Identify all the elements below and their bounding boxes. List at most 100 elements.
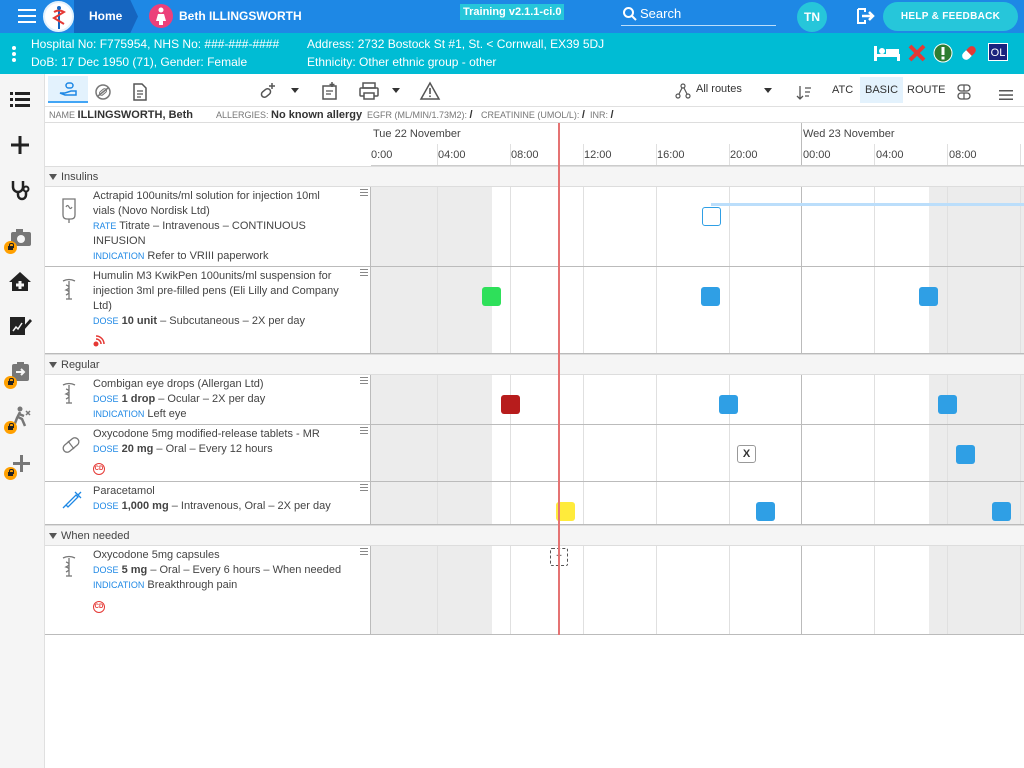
dose-value: 1,000 mg: [121, 500, 169, 512]
medication-row[interactable]: Actrapid 100units/ml solution for inject…: [45, 187, 1024, 267]
add-medication-icon[interactable]: [258, 80, 280, 102]
rx-document-icon[interactable]: [320, 80, 340, 102]
medication-info[interactable]: Humulin M3 KwikPen 100units/ml suspensio…: [45, 267, 371, 353]
scheduled-dose-marker[interactable]: [719, 395, 738, 414]
home-tab[interactable]: Home: [74, 0, 138, 33]
warning-alert-icon[interactable]: [933, 43, 953, 63]
administration-view-button[interactable]: [48, 76, 88, 103]
sidebar-item-chart[interactable]: [8, 89, 36, 117]
medication-info[interactable]: Oxycodone 5mg modified-release tablets -…: [45, 425, 371, 481]
lock-icon: [4, 376, 17, 389]
warning-triangle-icon[interactable]: [419, 80, 441, 102]
dose-value: 5 mg: [121, 564, 148, 576]
scheduled-dose-marker[interactable]: [992, 502, 1011, 521]
row-menu-icon[interactable]: [360, 189, 368, 198]
medication-name: Oxycodone 5mg modified-release tablets -…: [93, 428, 320, 440]
scheduled-dose-marker[interactable]: [938, 395, 957, 414]
medication-info[interactable]: Combigan eye drops (Allergan Ltd) DOSE 1…: [45, 375, 371, 424]
home-label: Home: [89, 9, 123, 23]
print-caret[interactable]: [392, 88, 400, 93]
missed-dose-marker[interactable]: [501, 395, 520, 414]
cross-alert-icon[interactable]: [908, 44, 926, 62]
collapse-icon: [49, 174, 57, 180]
search-box[interactable]: Search: [621, 4, 776, 26]
app-logo[interactable]: [43, 1, 74, 32]
name-label: NAME ILLINGSWORTH, Beth: [49, 109, 194, 121]
medication-row[interactable]: Combigan eye drops (Allergan Ltd) DOSE 1…: [45, 375, 1024, 425]
dose-value: 1 drop: [121, 393, 156, 405]
collapse-icon: [49, 362, 57, 368]
more-menu-icon[interactable]: [998, 84, 1014, 106]
medication-info[interactable]: Actrapid 100units/ml solution for inject…: [45, 187, 371, 266]
sidebar-item-camera[interactable]: [4, 226, 36, 254]
row-menu-icon[interactable]: [360, 377, 368, 386]
scheduled-dose-marker[interactable]: [756, 502, 775, 521]
medication-row[interactable]: Oxycodone 5mg capsules DOSE 5 mg – Oral …: [45, 546, 1024, 635]
medication-name: Oxycodone 5mg capsules: [93, 549, 220, 561]
row-menu-icon[interactable]: [360, 269, 368, 278]
infusion-start-marker[interactable]: [702, 207, 721, 226]
list-icon: [10, 92, 30, 107]
bed-icon[interactable]: [872, 43, 902, 63]
section-regular[interactable]: Regular: [45, 354, 1024, 375]
route-mode-button[interactable]: ROUTE: [907, 84, 946, 96]
row-menu-icon[interactable]: [360, 484, 368, 493]
hour-label: 00:00: [803, 149, 831, 161]
sidebar-item-add[interactable]: [8, 133, 36, 161]
scheduled-dose-marker[interactable]: [701, 287, 720, 306]
administered-dose-marker[interactable]: [482, 287, 501, 306]
search-icon: [623, 7, 637, 21]
scheduled-dose-marker[interactable]: [919, 287, 938, 306]
current-dose-marker[interactable]: [556, 502, 575, 521]
medication-row[interactable]: Humulin M3 KwikPen 100units/ml suspensio…: [45, 267, 1024, 354]
no-tablet-icon[interactable]: [93, 81, 113, 103]
dose-label: DOSE: [93, 565, 119, 575]
atc-mode-button[interactable]: ATC: [832, 84, 854, 96]
medication-row[interactable]: Paracetamol DOSE 1,000 mg – Intravenous,…: [45, 482, 1024, 525]
sidebar-item-notes[interactable]: [8, 314, 36, 342]
walking-person-icon: [12, 406, 31, 427]
patient-tab[interactable]: Beth ILLINGSWORTH: [149, 3, 302, 29]
basic-mode-button[interactable]: BASIC: [860, 77, 904, 103]
section-when-needed[interactable]: When needed: [45, 525, 1024, 546]
routes-filter[interactable]: All routes: [696, 83, 742, 95]
medication-chart: Tue 22 November Wed 23 November 0:00 04:…: [45, 123, 1024, 635]
logout-icon[interactable]: [856, 8, 876, 24]
allergies-value: No known allergy: [271, 109, 363, 121]
section-insulins[interactable]: Insulins: [45, 166, 1024, 187]
sort-icon[interactable]: [796, 82, 812, 104]
cancelled-dose-marker[interactable]: X: [737, 445, 756, 463]
row-menu-icon[interactable]: [360, 427, 368, 436]
user-avatar[interactable]: TN: [797, 2, 827, 32]
top-bar: Home Beth ILLINGSWORTH Training v2.1.1-c…: [0, 0, 1024, 33]
creatinine: CREATININE (UMOL/L): /: [481, 109, 585, 121]
banner-menu-icon[interactable]: [12, 46, 16, 64]
left-sidebar: [0, 74, 45, 768]
sidebar-item-home[interactable]: [8, 270, 36, 298]
routes-caret[interactable]: [764, 88, 772, 93]
patient-ethnicity: Ethnicity: Other ethnic group - other: [307, 55, 497, 69]
indication-value: Left eye: [147, 408, 187, 420]
pill-group-icon[interactable]: [956, 81, 972, 103]
document-icon[interactable]: [132, 81, 148, 103]
sidebar-item-clinical[interactable]: [8, 178, 36, 206]
row-menu-icon[interactable]: [360, 548, 368, 557]
day-label: Wed 23 November: [803, 128, 895, 140]
medication-row[interactable]: Oxycodone 5mg modified-release tablets -…: [45, 425, 1024, 482]
clipboard-transfer-icon: [12, 362, 29, 381]
help-feedback-button[interactable]: HELP & FEEDBACK: [883, 2, 1018, 31]
sidebar-item-add-locked[interactable]: [4, 452, 36, 480]
menu-icon[interactable]: [18, 9, 36, 23]
medication-pill-icon[interactable]: [959, 43, 979, 63]
name-value: ILLINGSWORTH, Beth: [77, 109, 194, 121]
add-medication-caret[interactable]: [291, 88, 299, 93]
scheduled-dose-marker[interactable]: [956, 445, 975, 464]
print-icon[interactable]: [358, 80, 380, 102]
ol-badge[interactable]: OL: [988, 43, 1008, 61]
medication-info[interactable]: Paracetamol DOSE 1,000 mg – Intravenous,…: [45, 482, 371, 524]
sidebar-item-discharge[interactable]: [4, 406, 36, 434]
lock-icon: [4, 467, 17, 480]
sidebar-item-transfer[interactable]: [4, 361, 36, 389]
medication-info[interactable]: Oxycodone 5mg capsules DOSE 5 mg – Oral …: [45, 546, 371, 634]
patient-dob: DoB: 17 Dec 1950 (71), Gender: Female: [31, 55, 248, 69]
